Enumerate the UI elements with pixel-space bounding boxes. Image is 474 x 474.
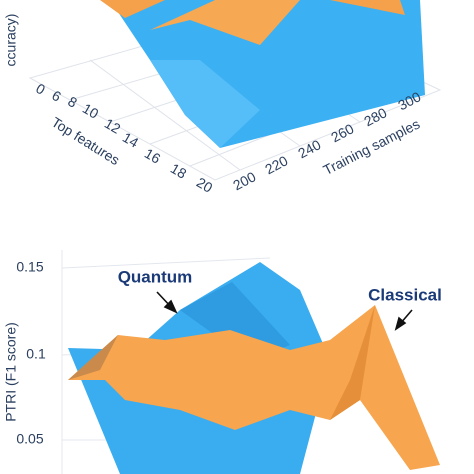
tick-label: 0.15 [16, 259, 43, 275]
top-panel: ccuracy) Top features Training samples 0… [3, 0, 442, 196]
surface-quantum [180, 282, 290, 360]
tick-label: 0 [33, 80, 48, 98]
z-axis-label: PTRI (F1 score) [3, 322, 19, 422]
annotation: Classical [368, 285, 442, 304]
arrows [156, 291, 413, 331]
surface-shade [150, 60, 260, 148]
surface-classical [68, 335, 118, 380]
tick-label: 20 [194, 174, 216, 196]
bottom-panel: PTRI (F1 score) Quantum Classical 0.150.… [3, 250, 442, 474]
tick-label: 0.1 [26, 346, 46, 362]
surface-classical [150, 0, 300, 45]
annotation: Quantum [118, 267, 193, 286]
tick-label: 10 [80, 100, 102, 122]
tick-label: 12 [102, 115, 124, 137]
surface-classical [330, 305, 375, 420]
surface-classical [100, 0, 165, 18]
z-axis-label: ccuracy) [3, 14, 19, 67]
tick-label: 14 [120, 129, 142, 151]
surface-classical [68, 305, 440, 470]
tick-label: 16 [142, 145, 164, 167]
z-ticks: 0.15 0.1 0.05 [16, 259, 46, 447]
tick-label: 18 [168, 160, 190, 182]
surface-classical [330, 0, 405, 15]
tick-label: 0.05 [16, 431, 43, 447]
